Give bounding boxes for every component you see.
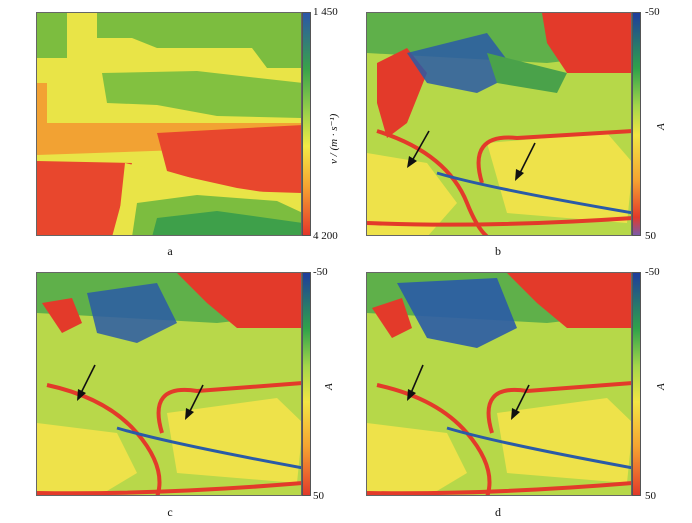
colorbar-d-top-tick: -50 [645, 266, 660, 278]
panel-b-attribute-image [366, 12, 632, 236]
colorbar-b-top-tick: -50 [645, 6, 660, 18]
colorbar-c [302, 272, 311, 496]
colorbar-a-bottom-tick: 4 200 [313, 230, 338, 242]
colorbar-b-bottom-tick: 50 [645, 230, 656, 242]
colorbar-d-bottom-tick: 50 [645, 490, 656, 502]
colorbar-d-label: A [655, 383, 667, 390]
caption-b: b [495, 244, 501, 258]
colorbar-a-label: v / (m · s⁻¹) [328, 113, 340, 164]
panel-a-velocity-model [36, 12, 302, 236]
panel-d-attribute-image [366, 272, 632, 496]
colorbar-a [302, 12, 311, 236]
panel-c-attribute-image [36, 272, 302, 496]
caption-c: c [167, 505, 173, 519]
colorbar-c-label: A [323, 383, 335, 390]
colorbar-c-top-tick: -50 [313, 266, 328, 278]
colorbar-b-label: A [655, 123, 667, 130]
caption-a: a [167, 244, 173, 258]
colorbar-c-bottom-tick: 50 [313, 490, 324, 502]
colorbar-b [632, 12, 641, 236]
caption-d: d [495, 505, 501, 519]
colorbar-a-top-tick: 1 450 [313, 6, 338, 18]
colorbar-d [632, 272, 641, 496]
